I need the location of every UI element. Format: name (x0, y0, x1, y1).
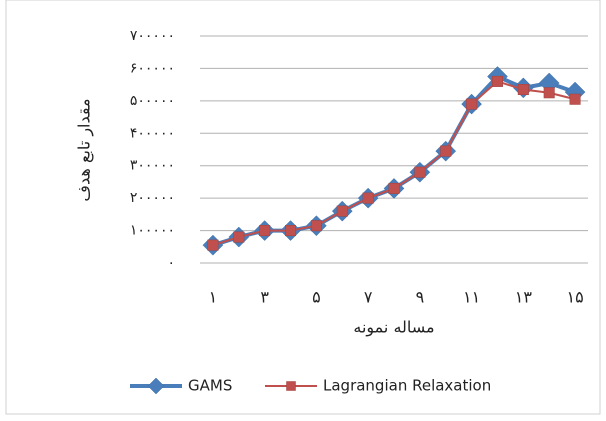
y-tick-label: ۵۰۰۰۰۰ (130, 93, 175, 109)
x-tick-label: ۱۵ (566, 288, 583, 307)
legend-label: GAMS (188, 377, 232, 395)
marker (207, 239, 219, 251)
x-tick-label: ۱۱ (463, 288, 480, 307)
series-line (212, 80, 576, 247)
x-tick-label: ۱۳ (515, 288, 533, 307)
y-tick-label: ۲۰۰۰۰۰ (130, 190, 175, 206)
marker (414, 166, 426, 178)
marker (388, 182, 400, 194)
marker (569, 93, 581, 105)
y-tick-label: ۶۰۰۰۰۰ (130, 60, 175, 76)
marker (310, 220, 322, 232)
x-tick-label: ۳ (260, 288, 269, 307)
marker (147, 377, 165, 395)
marker (440, 145, 452, 157)
x-axis-title: مساله نمونه (353, 318, 434, 338)
marker (466, 98, 478, 110)
x-tick-label: ۷ (364, 288, 373, 307)
y-tick-label: ۱۰۰۰۰۰ (130, 223, 175, 239)
marker (233, 231, 245, 243)
y-tick-label: ۷۰۰۰۰۰ (130, 28, 175, 44)
series-line (212, 74, 576, 248)
y-tick-label: ۰ (167, 255, 175, 271)
x-tick-label: ۵ (312, 288, 321, 307)
chart-border (5, 0, 601, 415)
marker (336, 205, 348, 217)
marker (362, 192, 374, 204)
legend-label: Lagrangian Relaxation (323, 377, 491, 395)
y-tick-label: ۴۰۰۰۰۰ (130, 125, 175, 141)
marker (259, 225, 271, 237)
marker (543, 87, 555, 99)
marker (286, 381, 296, 391)
marker (517, 84, 529, 96)
x-tick-label: ۹ (416, 288, 425, 307)
y-axis-title: مقدار تابع هدف (75, 98, 95, 201)
marker (285, 225, 297, 237)
x-tick-label: ۱ (209, 288, 218, 307)
y-tick-label: ۳۰۰۰۰۰ (130, 158, 175, 174)
marker (491, 75, 503, 87)
